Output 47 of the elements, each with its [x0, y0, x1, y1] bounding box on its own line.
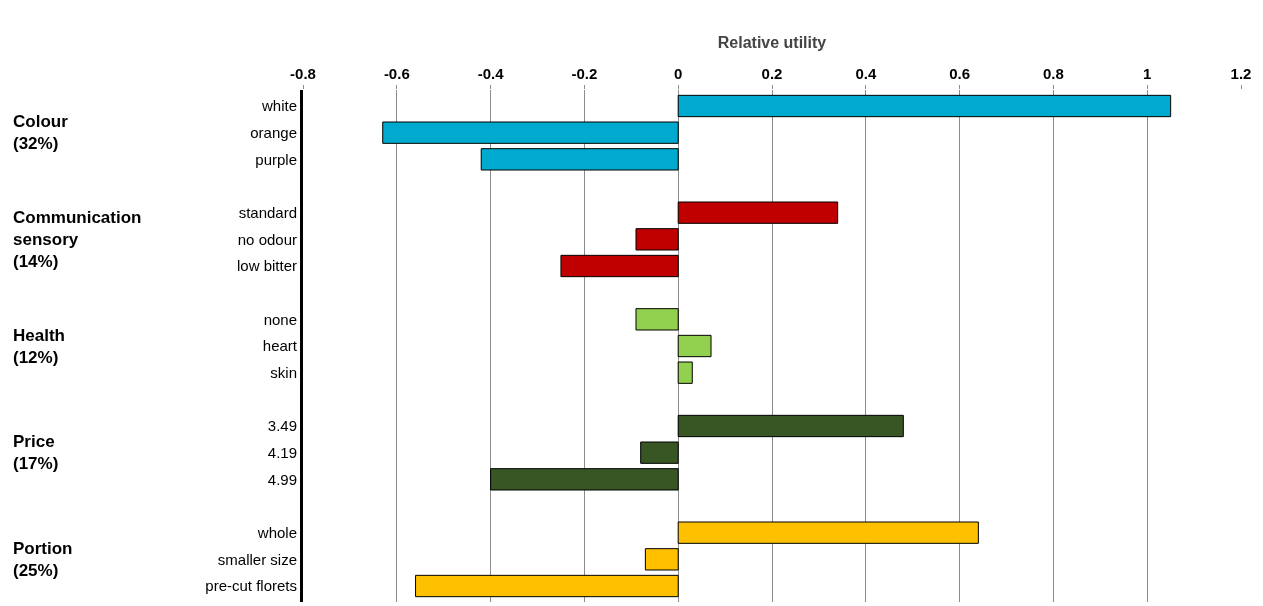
- y-tick-label: 3.49: [267, 417, 297, 435]
- x-axis-title: Relative utility: [717, 33, 827, 51]
- y-tick-label: standard: [238, 203, 297, 221]
- y-tick-label: orange: [250, 123, 297, 141]
- x-tick-label: 0.6: [949, 65, 971, 82]
- y-tick-label: none: [263, 310, 297, 328]
- y-tick-label: 4.19: [267, 443, 297, 461]
- bar: [677, 334, 712, 358]
- x-tick-label: 0.8: [1042, 65, 1064, 82]
- x-tick-label: 0.4: [855, 65, 877, 82]
- bar: [677, 361, 693, 384]
- x-tick-label: 1: [1143, 65, 1152, 82]
- y-tick-label: no odour: [237, 230, 297, 248]
- y-tick-label: white: [260, 97, 297, 115]
- bar: [490, 468, 679, 491]
- text: Colour (32%): [13, 112, 69, 154]
- x-tick-label: 0: [674, 65, 683, 82]
- y-tick-label: low bitter: [236, 257, 297, 275]
- text: Price (17%): [13, 432, 59, 474]
- x-tick-label: -0.2: [571, 65, 598, 82]
- bar: [635, 228, 679, 251]
- x-tick-label: -0.6: [383, 65, 410, 82]
- bar: [560, 254, 679, 278]
- bar: [677, 521, 979, 544]
- y-tick-label: whole: [256, 523, 297, 541]
- x-tick-label: 1.2: [1230, 65, 1252, 82]
- bar: [677, 201, 839, 224]
- bar: [677, 94, 1172, 118]
- x-tick-label: -0.8: [290, 65, 316, 82]
- y-tick-label: 4.99: [267, 470, 297, 488]
- y-tick-label: heart: [262, 337, 298, 355]
- y-tick-label: pre-cut florets: [205, 577, 297, 595]
- bar: [415, 574, 679, 598]
- x-tick-label: 0.2: [761, 65, 783, 82]
- bar: [382, 121, 679, 144]
- bar: [480, 148, 679, 171]
- text: Portion (25%): [13, 539, 73, 581]
- y-tick-label: smaller size: [217, 550, 297, 568]
- text: Communication sensory (14%): [13, 208, 142, 272]
- bar: [677, 414, 904, 438]
- bar: [644, 548, 679, 571]
- x-tick-label: -0.4: [477, 65, 505, 82]
- text: Health (12%): [13, 326, 65, 368]
- bar: [635, 308, 679, 331]
- y-tick-label: skin: [270, 363, 297, 381]
- bar: [640, 441, 679, 464]
- y-tick-label: purple: [255, 150, 297, 168]
